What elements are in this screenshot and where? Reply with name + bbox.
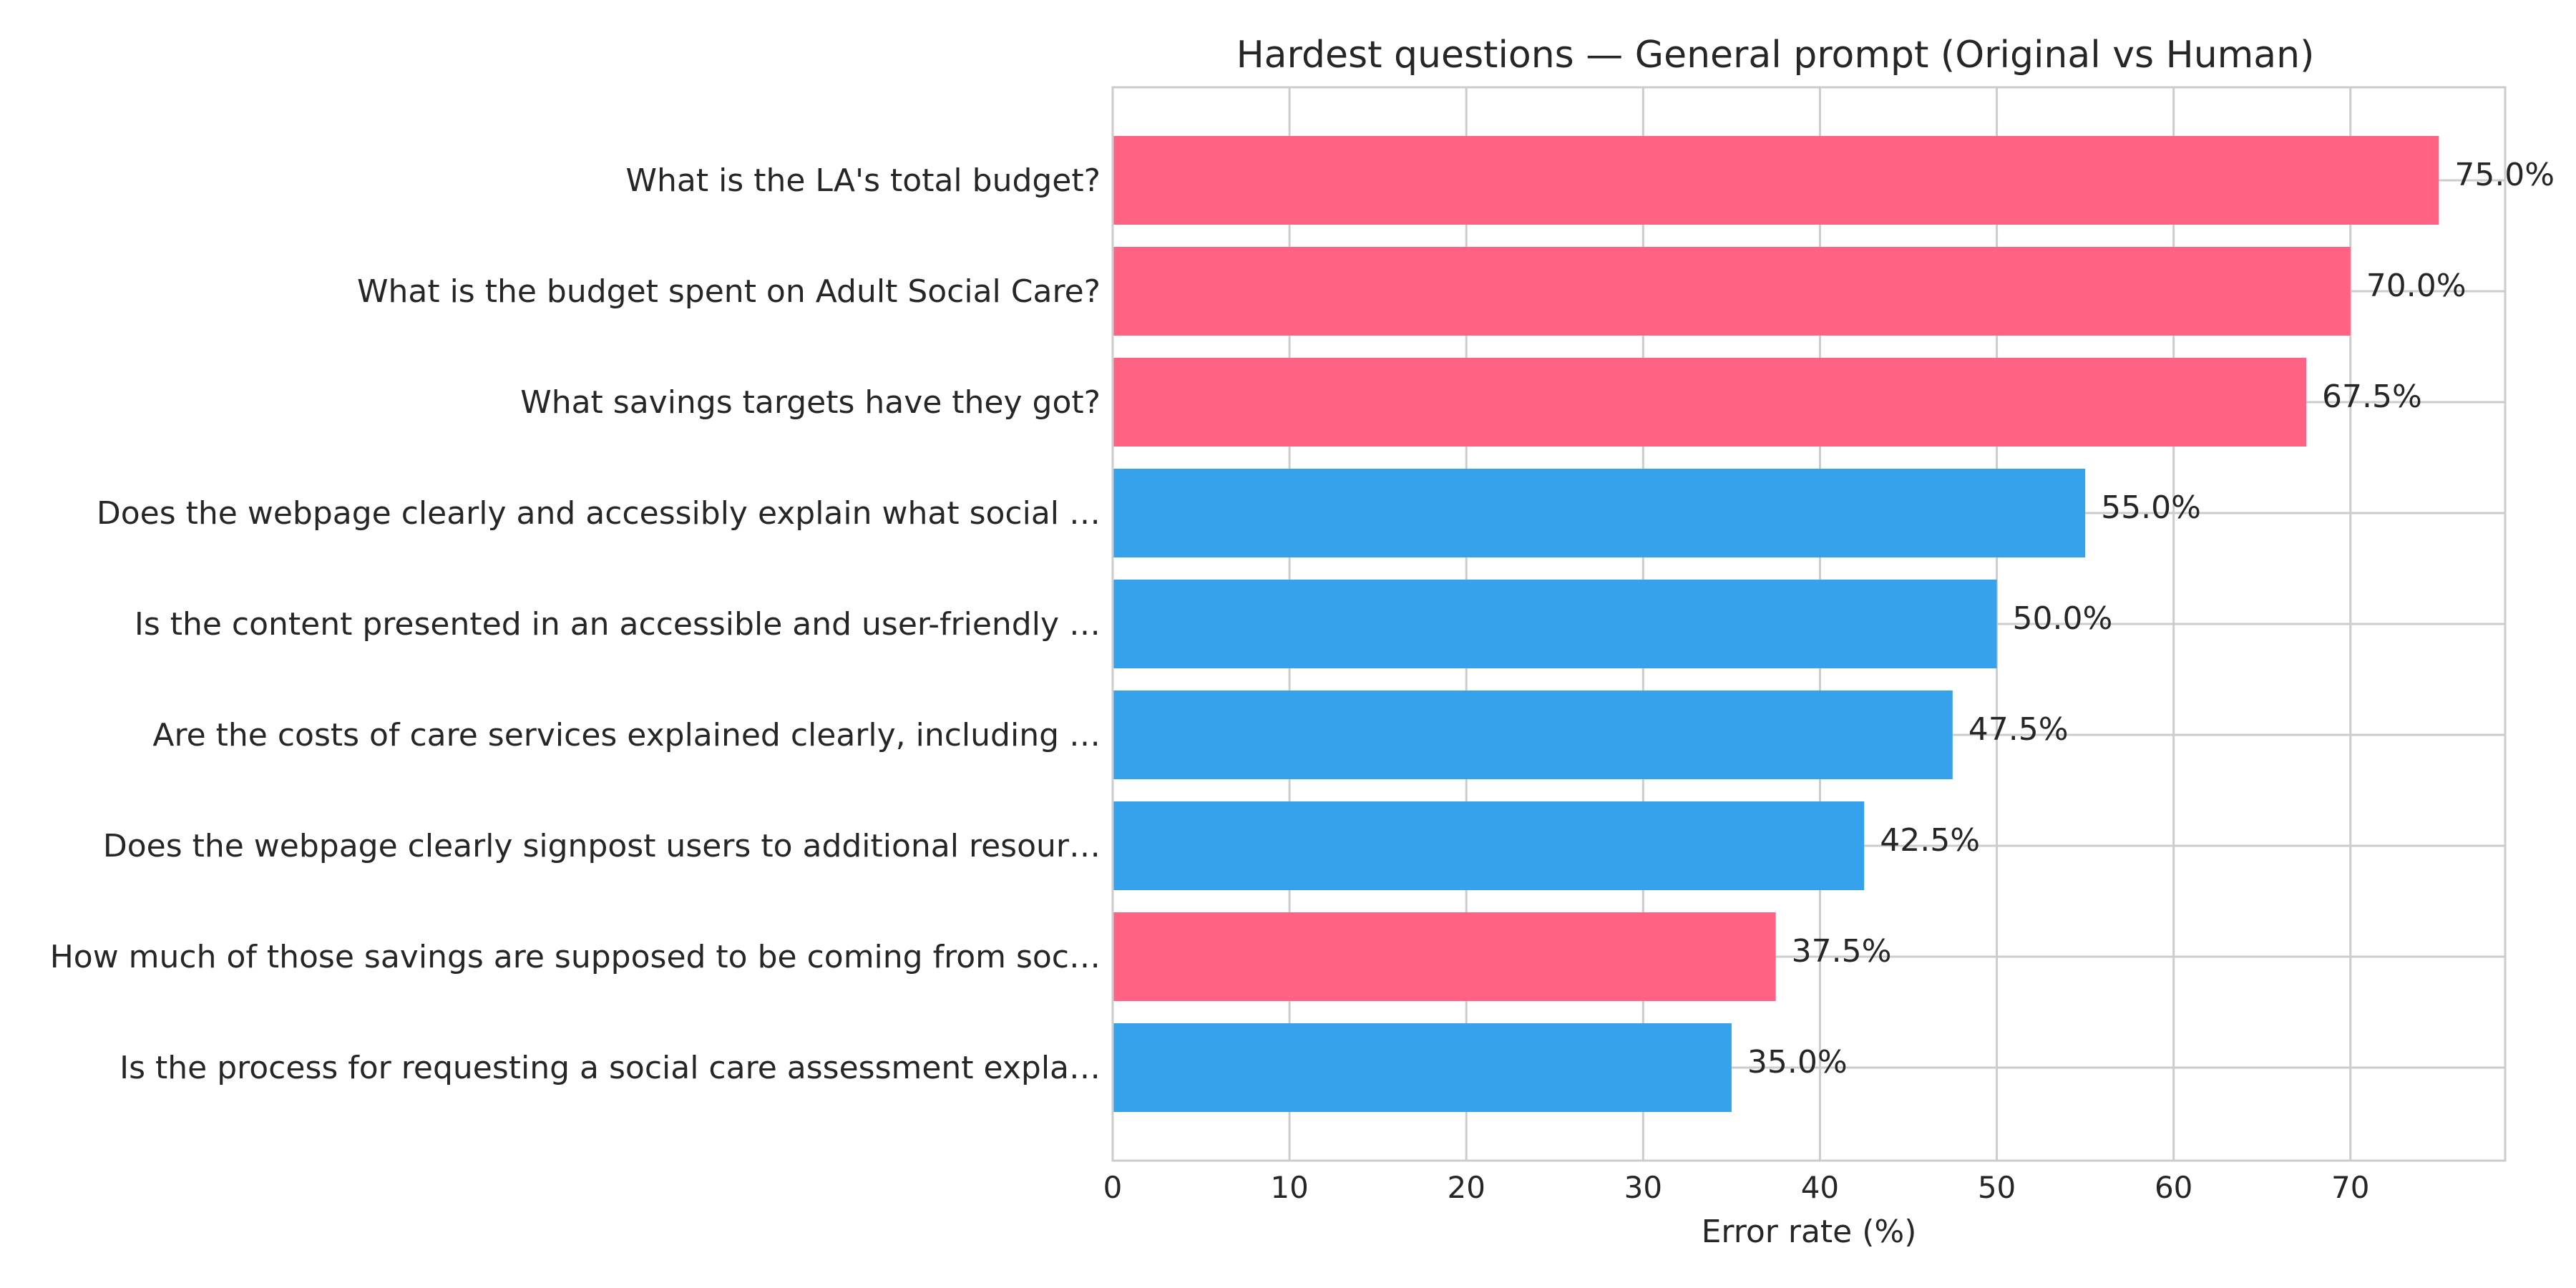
bar bbox=[1113, 247, 2351, 336]
bar bbox=[1113, 136, 2439, 225]
x-tick-label: 30 bbox=[1624, 1170, 1662, 1205]
plot-frame bbox=[1111, 86, 2507, 1162]
category-label: Is the process for requesting a social c… bbox=[119, 1050, 1101, 1086]
x-tick-label: 40 bbox=[1801, 1170, 1839, 1205]
x-tick-label: 10 bbox=[1270, 1170, 1308, 1205]
category-label: Is the content presented in an accessibl… bbox=[135, 606, 1101, 643]
bars bbox=[1113, 136, 2439, 1112]
category-label: Does the webpage clearly signpost users … bbox=[103, 828, 1101, 864]
data-label: 37.5% bbox=[1792, 933, 1892, 970]
category-label: Are the costs of care services explained… bbox=[152, 717, 1101, 753]
category-label: What is the LA's total budget? bbox=[625, 162, 1101, 199]
x-tick-label: 50 bbox=[1978, 1170, 2016, 1205]
data-label: 47.5% bbox=[1968, 711, 2069, 748]
data-label: 67.5% bbox=[2322, 379, 2422, 415]
data-label: 70.0% bbox=[2366, 268, 2467, 304]
data-labels: 75.0% 70.0% 67.5% 55.0% 50.0% 47.5% 42.5% 37.5%… bbox=[1747, 157, 2555, 1080]
data-label: 55.0% bbox=[2101, 489, 2201, 526]
data-label: 35.0% bbox=[1747, 1044, 1848, 1080]
bar bbox=[1113, 912, 1776, 1001]
category-labels: What is the LA's total budget? What is th… bbox=[50, 162, 1101, 1086]
category-label: How much of those savings are supposed t… bbox=[50, 939, 1101, 975]
bar bbox=[1113, 469, 2086, 557]
x-axis-label: Error rate (%) bbox=[1702, 1214, 1917, 1250]
data-label: 50.0% bbox=[2013, 600, 2113, 637]
x-tick-label: 20 bbox=[1447, 1170, 1485, 1205]
x-tick-labels: 0 10 20 30 40 50 60 70 bbox=[1103, 1170, 2370, 1205]
data-label: 75.0% bbox=[2454, 157, 2555, 193]
x-tick-label: 70 bbox=[2331, 1170, 2369, 1205]
bar bbox=[1113, 580, 1997, 668]
chart-title: Hardest questions — General prompt (Orig… bbox=[1236, 34, 2315, 77]
data-label: 42.5% bbox=[1880, 822, 1980, 859]
bar bbox=[1113, 801, 1865, 890]
x-tick-label: 60 bbox=[2155, 1170, 2192, 1205]
bar bbox=[1113, 1023, 1732, 1112]
category-label: Does the webpage clearly and accessibly … bbox=[97, 495, 1101, 532]
bar bbox=[1113, 691, 1953, 779]
category-label: What is the budget spent on Adult Social… bbox=[357, 273, 1101, 310]
bar bbox=[1113, 358, 2306, 447]
x-tick-label: 0 bbox=[1103, 1170, 1123, 1205]
category-label: What savings targets have they got? bbox=[520, 384, 1101, 421]
